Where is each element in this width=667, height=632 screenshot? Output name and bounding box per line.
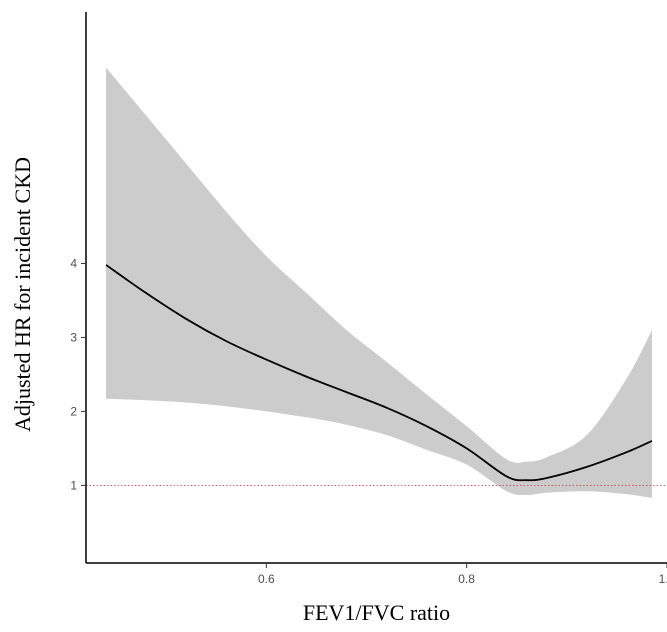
y-tick-label: 4: [70, 256, 77, 270]
x-tick-label: 0.6: [258, 572, 275, 586]
plot-area: [86, 67, 667, 498]
y-axis-title: Adjusted HR for incident CKD: [10, 157, 35, 432]
y-axis-ticks: 1 2 3 4: [70, 256, 86, 492]
y-tick-label: 3: [70, 330, 77, 344]
x-axis-ticks: 0.6 0.8 1.0: [258, 563, 667, 586]
y-tick-label: 1: [70, 478, 77, 492]
x-axis-title: FEV1/FVC ratio: [303, 600, 450, 625]
y-tick-label: 2: [70, 404, 77, 418]
x-tick-label: 1.0: [659, 572, 667, 586]
hr-spline-line: [105, 264, 653, 482]
confidence-band: [106, 67, 652, 498]
x-tick-label: 0.8: [458, 572, 475, 586]
